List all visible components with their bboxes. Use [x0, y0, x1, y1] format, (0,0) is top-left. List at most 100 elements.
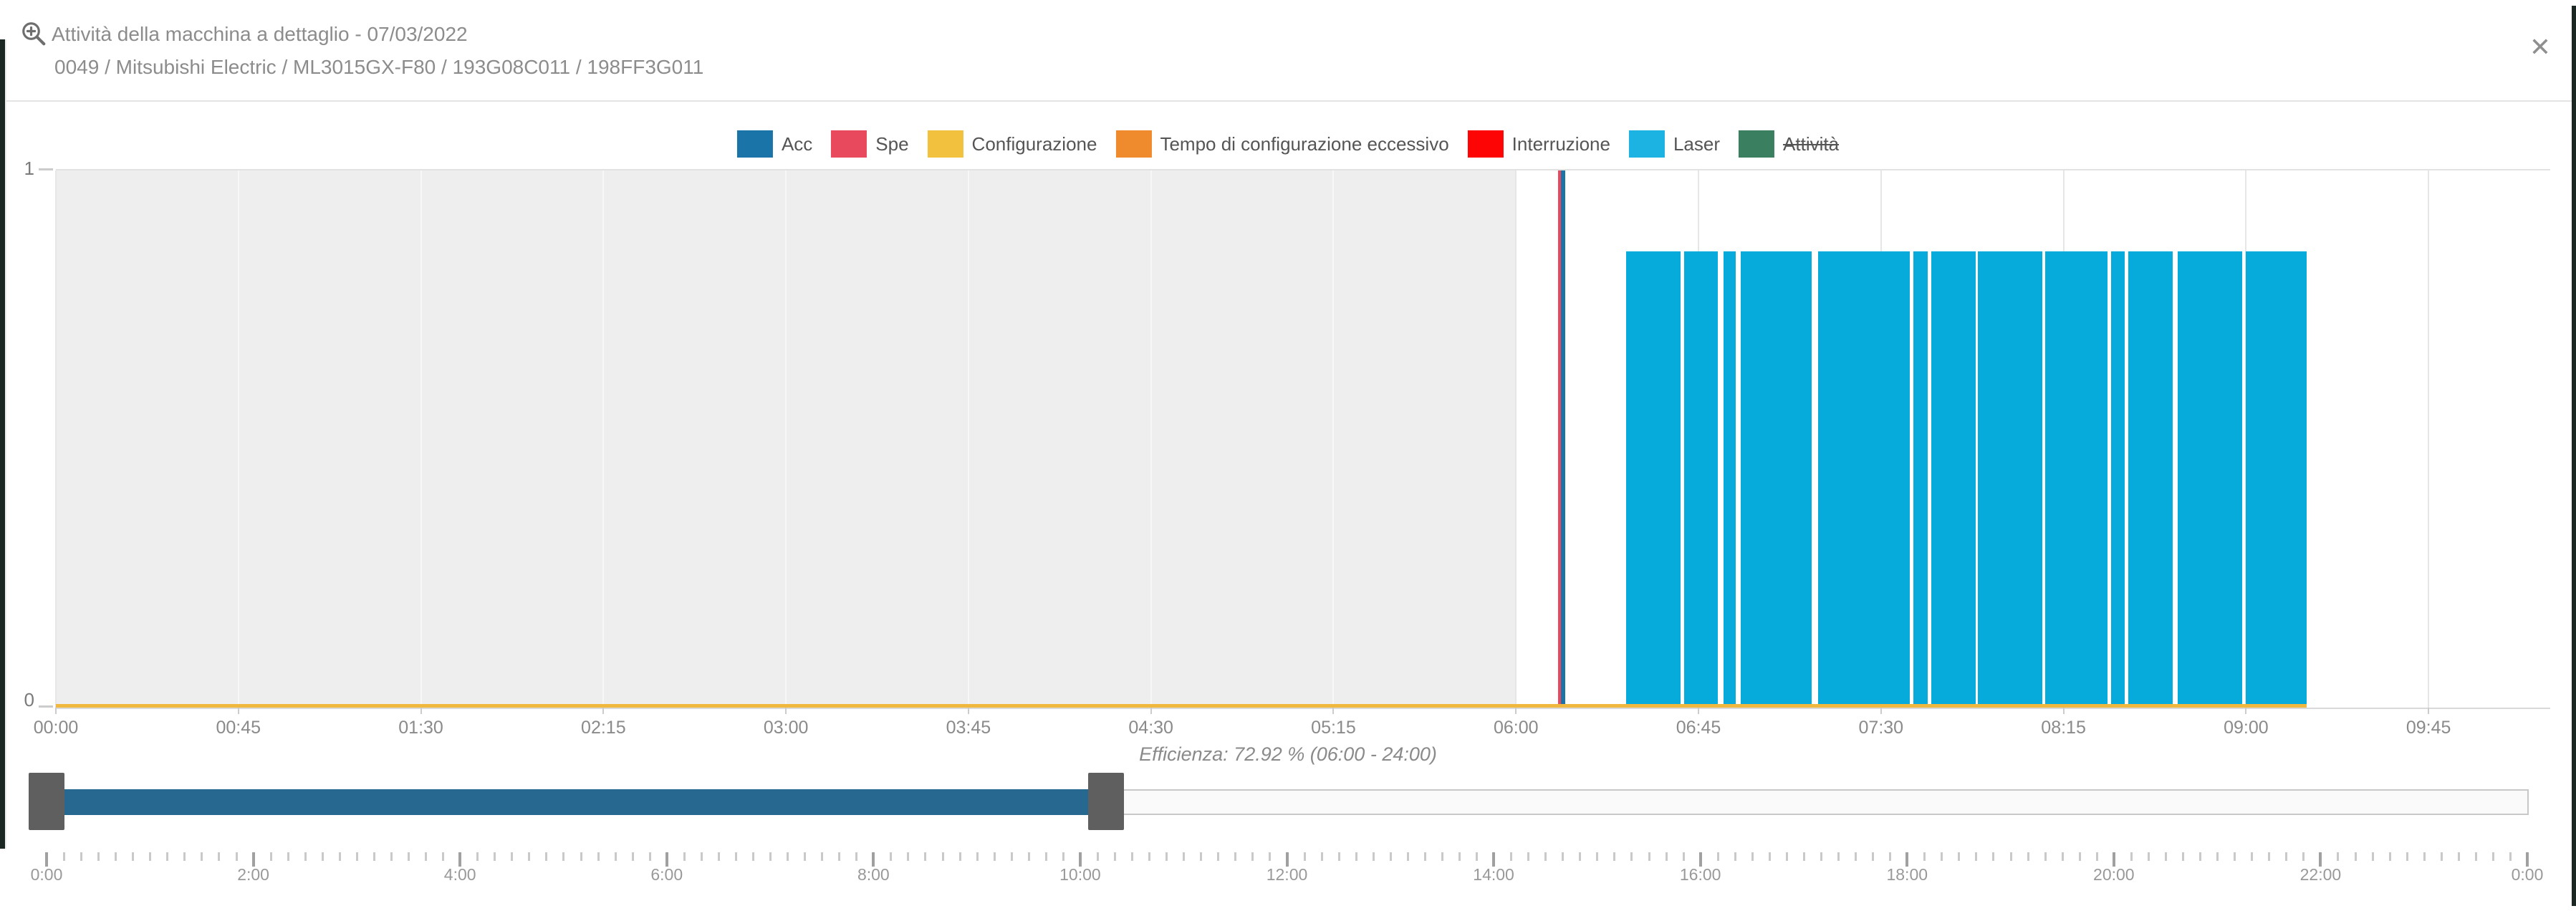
ruler-tick	[2078, 852, 2081, 861]
ruler-tick	[1855, 852, 1857, 861]
ruler-tick	[700, 852, 703, 861]
close-button[interactable]: ✕	[2529, 32, 2552, 62]
ruler-label: 8:00	[857, 865, 890, 884]
ruler-tick	[166, 852, 169, 861]
slider-handle-right[interactable]	[1087, 773, 1124, 830]
ruler-tick	[1217, 852, 1220, 861]
time-range-slider-selection[interactable]	[47, 789, 1106, 815]
ruler-tick	[373, 852, 375, 861]
legend-label: Laser	[1673, 132, 1721, 155]
legend-item-tempo-di-configurazione-eccessivo[interactable]: Tempo di configurazione eccessivo	[1115, 130, 1449, 158]
ruler-tick	[183, 852, 186, 861]
gridline	[1515, 170, 1517, 708]
ruler-tick	[1285, 852, 1289, 867]
gridline	[1150, 170, 1152, 708]
laser-bar	[1818, 251, 1910, 708]
ruler-tick	[2027, 852, 2029, 861]
ruler-tick	[890, 852, 893, 861]
ruler-tick	[1355, 852, 1357, 861]
ruler-tick	[1458, 852, 1461, 861]
x-axis-label: 02:15	[581, 718, 626, 738]
ruler-tick	[528, 852, 531, 861]
legend-item-acc[interactable]: Acc	[736, 130, 813, 158]
ruler-tick	[476, 852, 479, 861]
acc-bar	[1560, 170, 1566, 708]
y-axis-tick	[39, 168, 53, 170]
laser-bar	[1625, 251, 1681, 708]
modal-left-border	[5, 39, 6, 849]
ruler-tick	[2234, 852, 2236, 861]
laser-bar	[2111, 251, 2125, 708]
x-axis-tick	[1150, 708, 1152, 714]
ruler-tick	[2526, 852, 2529, 867]
ruler-tick	[1078, 852, 1082, 867]
ruler-tick	[2302, 852, 2305, 861]
ruler-tick	[1096, 852, 1099, 861]
ruler-label: 12:00	[1266, 865, 1308, 884]
ruler-tick	[1234, 852, 1237, 861]
gridline	[55, 170, 57, 708]
ruler-tick	[2457, 852, 2460, 861]
ruler-tick	[2147, 852, 2150, 861]
legend-item-interruzione[interactable]: Interruzione	[1467, 130, 1610, 158]
ruler-tick	[1975, 852, 1978, 861]
ruler-tick	[2216, 852, 2219, 861]
y-axis-label-1: 1	[24, 158, 34, 179]
ruler-tick	[2268, 852, 2271, 861]
legend-swatch	[1467, 130, 1504, 158]
ruler-label: 20:00	[2093, 865, 2135, 884]
laser-bar	[2245, 251, 2307, 708]
ruler-tick	[941, 852, 944, 861]
ruler-tick	[804, 852, 807, 861]
ruler-tick	[1958, 852, 1961, 861]
legend-label: Acc	[781, 132, 813, 155]
ruler-tick	[1441, 852, 1443, 861]
gridline	[602, 170, 605, 708]
x-axis-tick	[967, 708, 969, 714]
ruler-tick	[1406, 852, 1409, 861]
ruler-tick	[787, 852, 789, 861]
ruler-tick	[717, 852, 720, 861]
laser-bar	[1978, 251, 2043, 708]
gridline	[2428, 170, 2430, 708]
ruler-label: 0:00	[30, 865, 63, 884]
page-background-edge-right	[2572, 6, 2576, 906]
x-axis-tick	[785, 708, 787, 714]
x-axis-tick	[1880, 708, 1882, 714]
ruler-tick	[1613, 852, 1616, 861]
ruler-label: 10:00	[1059, 865, 1101, 884]
ruler-tick	[631, 852, 634, 861]
x-axis-label: 05:15	[1311, 718, 1356, 738]
ruler-tick	[218, 852, 221, 861]
ruler-tick	[1941, 852, 1943, 861]
laser-bar	[1683, 251, 1718, 708]
ruler-tick	[2491, 852, 2494, 861]
ruler-label: 22:00	[2299, 865, 2342, 884]
ruler-tick	[2009, 852, 2012, 861]
ruler-tick	[2337, 852, 2340, 861]
legend-swatch	[927, 130, 963, 158]
ruler-tick	[855, 852, 858, 861]
ruler-tick	[597, 852, 600, 861]
x-axis-label: 03:00	[763, 718, 809, 738]
legend-item-configurazione[interactable]: Configurazione	[927, 130, 1097, 158]
legend-label: Configurazione	[971, 132, 1097, 155]
ruler-tick	[494, 852, 496, 861]
ruler-tick	[1148, 852, 1151, 861]
legend-item-spe[interactable]: Spe	[831, 130, 909, 158]
ruler-tick	[2061, 852, 2064, 861]
legend-item-laser[interactable]: Laser	[1628, 130, 1721, 158]
legend-label: Attività	[1783, 132, 1840, 155]
y-axis-label-0: 0	[24, 689, 34, 710]
ruler-tick	[425, 852, 428, 861]
ruler-tick	[1010, 852, 1013, 861]
ruler-tick	[993, 852, 996, 861]
ruler-tick	[511, 852, 514, 861]
ruler-tick	[907, 852, 910, 861]
x-axis-tick	[420, 708, 422, 714]
ruler-tick	[2112, 852, 2115, 867]
legend-item-attivit-[interactable]: Attività	[1739, 130, 1839, 158]
slider-handle-left[interactable]	[29, 773, 64, 830]
ruler-tick	[683, 852, 686, 861]
